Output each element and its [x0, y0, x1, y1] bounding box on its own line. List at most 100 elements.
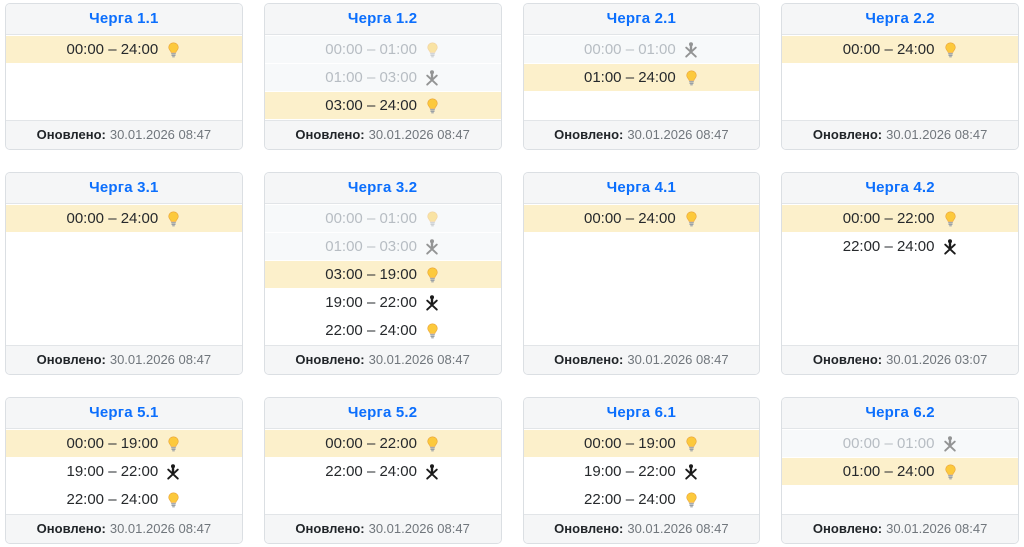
time-range: 22:00 – 24:00	[842, 238, 935, 255]
updated-timestamp: 30.01.2026 08:47	[627, 127, 729, 142]
time-range: 03:00 – 19:00	[325, 266, 417, 283]
queue-card-footer: Оновлено: 30.01.2026 08:47	[523, 120, 760, 149]
time-range: 00:00 – 01:00	[325, 41, 417, 58]
power-on-icon	[166, 41, 181, 58]
time-range: 19:00 – 22:00	[583, 463, 676, 480]
queue-title-link[interactable]: Черга 1.2	[347, 10, 418, 27]
queue-title-link[interactable]: Черга 2.2	[865, 10, 935, 27]
queue-card: Черга 3.1 00:00 – 24:00 Оновлено: 30.01.2…	[5, 172, 243, 375]
time-range: 19:00 – 22:00	[325, 294, 417, 311]
queue-title-link[interactable]: Черга 4.2	[865, 179, 935, 196]
updated-label: Оновлено:	[36, 127, 106, 142]
time-range: 19:00 – 22:00	[66, 463, 159, 480]
queue-title-link[interactable]: Черга 1.1	[89, 10, 159, 27]
schedule-row: 01:00 – 03:00	[264, 233, 501, 260]
power-off-icon	[166, 463, 181, 480]
time-range: 00:00 – 24:00	[583, 210, 676, 227]
time-range: 22:00 – 24:00	[325, 463, 417, 480]
queue-card-header: Черга 2.2	[782, 4, 1018, 35]
schedule-row: 00:00 – 22:00	[264, 430, 501, 457]
time-range: 00:00 – 01:00	[325, 210, 417, 227]
queue-schedule-list: 00:00 – 24:00	[6, 35, 242, 120]
time-range: 00:00 – 19:00	[583, 435, 676, 452]
queue-card-header: Черга 5.1	[6, 398, 242, 429]
updated-timestamp: 30.01.2026 08:47	[368, 521, 470, 536]
queue-card-header: Черга 3.1	[6, 173, 242, 204]
schedule-row: 03:00 – 24:00	[264, 92, 501, 119]
updated-timestamp: 30.01.2026 08:47	[109, 352, 212, 367]
updated-timestamp: 30.01.2026 08:47	[886, 127, 988, 142]
schedule-row: 00:00 – 19:00	[6, 430, 242, 457]
time-range: 00:00 – 01:00	[583, 41, 676, 58]
queue-card-footer: Оновлено: 30.01.2026 08:47	[6, 345, 242, 374]
queue-title-link[interactable]: Черга 5.2	[347, 404, 418, 421]
queue-card-footer: Оновлено: 30.01.2026 08:47	[264, 514, 501, 543]
queue-card-header: Черга 6.1	[523, 398, 760, 429]
queue-schedule-list: 00:00 – 19:00 19:00 – 22:00 22:00 – 24:0…	[523, 429, 760, 514]
power-on-icon	[684, 210, 699, 227]
power-on-icon	[943, 41, 958, 58]
queue-title-link[interactable]: Черга 6.2	[865, 404, 935, 421]
queue-title-link[interactable]: Черга 6.1	[606, 404, 677, 421]
queue-schedule-list: 00:00 – 01:00 01:00 – 24:00	[782, 429, 1018, 514]
queue-title-link[interactable]: Черга 3.2	[347, 179, 418, 196]
power-on-icon	[943, 210, 958, 227]
updated-timestamp: 30.01.2026 08:47	[368, 127, 470, 142]
queue-card-header: Черга 1.1	[6, 4, 242, 35]
queue-card: Черга 4.1 00:00 – 24:00 Оновлено: 30.01.2…	[522, 172, 761, 375]
time-range: 01:00 – 03:00	[325, 69, 417, 86]
power-on-icon	[425, 435, 440, 452]
queue-schedule-list: 00:00 – 01:00 01:00 – 03:00 03:00 – 24:0…	[264, 35, 501, 120]
updated-timestamp: 30.01.2026 08:47	[886, 521, 988, 536]
queue-schedule-list: 00:00 – 24:00	[523, 204, 760, 345]
power-off-icon	[425, 463, 440, 480]
queue-card: Черга 6.2 00:00 – 01:00 01:00 – 24:00 Он…	[781, 397, 1019, 544]
power-off-icon	[425, 294, 440, 311]
queue-schedule-list: 00:00 – 22:00 22:00 – 24:00	[264, 429, 501, 514]
queue-card-footer: Оновлено: 30.01.2026 08:47	[6, 514, 242, 543]
queue-title-link[interactable]: Черга 5.1	[89, 404, 159, 421]
schedule-row: 22:00 – 24:00	[6, 486, 242, 513]
queue-card-header: Черга 2.1	[523, 4, 760, 35]
schedule-row: 00:00 – 24:00	[6, 205, 242, 232]
updated-label: Оновлено:	[295, 352, 365, 367]
queue-schedule-list: 00:00 – 19:00 19:00 – 22:00 22:00 – 24:0…	[6, 429, 242, 514]
time-range: 00:00 – 19:00	[66, 435, 159, 452]
queue-card: Черга 1.1 00:00 – 24:00 Оновлено: 30.01.2…	[5, 3, 243, 150]
schedule-row: 22:00 – 24:00	[264, 317, 501, 344]
power-on-icon	[684, 491, 699, 508]
updated-label: Оновлено:	[295, 521, 365, 536]
updated-label: Оновлено:	[295, 127, 365, 142]
updated-label: Оновлено:	[812, 352, 883, 367]
updated-label: Оновлено:	[812, 521, 883, 536]
time-range: 01:00 – 24:00	[583, 69, 676, 86]
power-on-icon	[684, 69, 699, 86]
time-range: 00:00 – 24:00	[842, 41, 935, 58]
updated-timestamp: 30.01.2026 03:07	[886, 352, 988, 367]
queue-title-link[interactable]: Черга 4.1	[606, 179, 677, 196]
schedule-row: 22:00 – 24:00	[782, 233, 1018, 260]
power-on-icon	[684, 435, 699, 452]
queue-title-link[interactable]: Черга 2.1	[606, 10, 677, 27]
schedule-row: 22:00 – 24:00	[523, 486, 760, 513]
queue-card-footer: Оновлено: 30.01.2026 08:47	[523, 345, 760, 374]
schedule-row: 00:00 – 19:00	[523, 430, 760, 457]
time-range: 00:00 – 22:00	[325, 435, 417, 452]
schedule-row: 00:00 – 22:00	[782, 205, 1018, 232]
power-on-icon	[166, 491, 181, 508]
updated-label: Оновлено:	[812, 127, 883, 142]
power-off-icon	[425, 69, 440, 86]
time-range: 00:00 – 24:00	[66, 41, 159, 58]
schedule-row: 01:00 – 03:00	[264, 64, 501, 91]
queue-card-footer: Оновлено: 30.01.2026 08:47	[264, 345, 501, 374]
queue-card-footer: Оновлено: 30.01.2026 03:07	[782, 345, 1018, 374]
updated-timestamp: 30.01.2026 08:47	[368, 352, 470, 367]
queue-title-link[interactable]: Черга 3.1	[89, 179, 159, 196]
queue-card-header: Черга 3.2	[264, 173, 501, 204]
power-on-icon	[425, 266, 440, 283]
schedule-row: 01:00 – 24:00	[523, 64, 760, 91]
queue-card: Черга 6.1 00:00 – 19:00 19:00 – 22:00 22…	[522, 397, 761, 544]
queue-schedule-list: 00:00 – 01:00 01:00 – 03:00 03:00 – 19:0…	[264, 204, 501, 345]
updated-label: Оновлено:	[554, 521, 624, 536]
